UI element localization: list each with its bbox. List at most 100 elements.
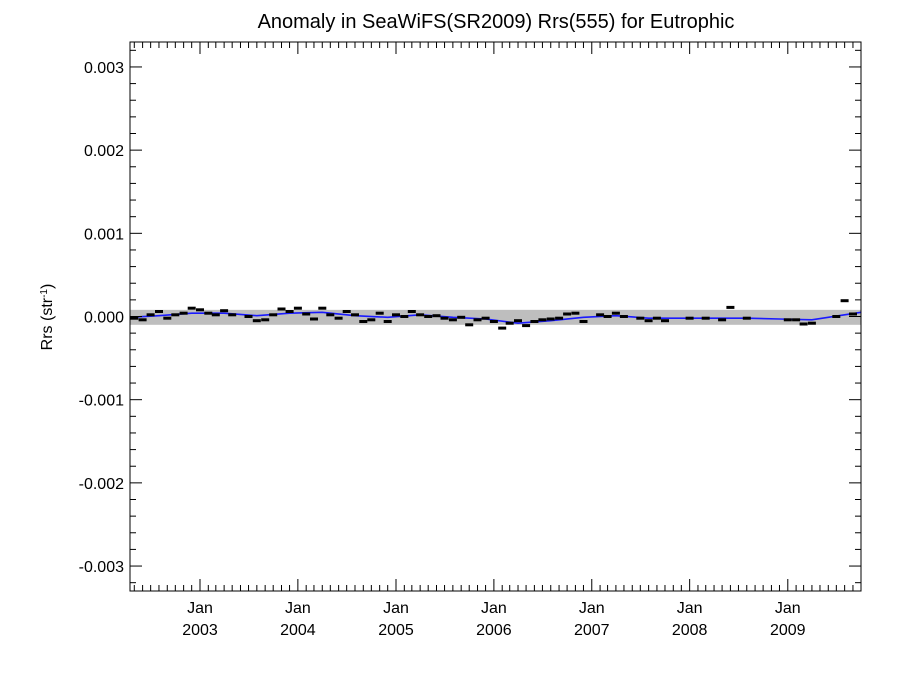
anomaly-marker (138, 318, 147, 322)
anomaly-marker (849, 312, 857, 316)
anomaly-marker (473, 318, 482, 322)
anomaly-marker (530, 320, 539, 323)
x-tick-label-year: 2004 (280, 622, 316, 639)
anomaly-marker (701, 316, 710, 320)
anomaly-marker (555, 316, 564, 320)
anomaly-marker (244, 315, 253, 318)
y-axis-label-text: Rrs (str (39, 297, 56, 350)
anomaly-marker (187, 306, 196, 310)
anomaly-marker (807, 321, 816, 325)
anomaly-marker (220, 309, 229, 313)
tick-label-layer: 0.003 0.002 0.001 0.000 -0.001 -0.002 -0.003 Ja… (79, 60, 806, 639)
anomaly-marker (652, 316, 661, 320)
anomaly-marker (571, 311, 580, 315)
anomaly-marker (269, 313, 278, 317)
anomaly-marker (685, 316, 694, 320)
anomaly-marker (204, 311, 213, 315)
anomaly-marker (310, 317, 318, 321)
uncertainty-band-layer (130, 309, 861, 325)
anomaly-marker (489, 320, 498, 323)
y-axis-label-superscript: -1 (39, 289, 50, 298)
y-tick-label: 0.000 (84, 310, 124, 327)
anomaly-marker (832, 315, 841, 318)
chart-title: Anomaly in SeaWiFS(SR2009) Rrs(555) for … (258, 11, 735, 33)
anomaly-marker (163, 316, 172, 320)
anomaly-marker (546, 317, 555, 321)
anomaly-marker (432, 314, 441, 318)
anomaly-marker (840, 299, 849, 303)
anomaly-marker (742, 316, 751, 320)
anomaly-marker (407, 310, 416, 313)
y-tick-label: 0.001 (84, 226, 124, 243)
anomaly-marker (130, 316, 139, 320)
x-tick-label-month: Jan (187, 600, 213, 617)
x-tick-label-year: 2007 (574, 622, 610, 639)
anomaly-marker (465, 323, 474, 327)
anomaly-marker (661, 319, 669, 323)
anomaly-marker (424, 315, 433, 318)
anomaly-marker (277, 307, 286, 311)
anomaly-marker (252, 319, 261, 323)
anomaly-marker (783, 318, 792, 322)
anomaly-marker (179, 311, 188, 315)
anomaly-marker (644, 319, 653, 323)
anomaly-marker (392, 313, 400, 317)
anomaly-marker (448, 318, 457, 322)
anomaly-marker (440, 316, 449, 320)
x-tick-label-year: 2009 (770, 622, 806, 639)
anomaly-marker (261, 318, 270, 322)
anomaly-marker (318, 306, 327, 310)
x-tick-label-year: 2005 (378, 622, 414, 639)
anomaly-marker (611, 311, 620, 315)
anomaly-marker (514, 319, 522, 323)
anomaly-marker (579, 320, 588, 323)
anomaly-marker (726, 305, 735, 309)
y-axis-label: Rrs (str-1) (39, 284, 57, 351)
anomaly-marker (302, 312, 311, 316)
anomaly-marker (334, 316, 343, 320)
anomaly-marker-layer (130, 299, 857, 330)
anomaly-marker (538, 318, 547, 322)
x-tick-label-month: Jan (285, 600, 311, 617)
anomaly-marker (596, 313, 605, 317)
anomaly-marker (211, 313, 220, 317)
anomaly-marker (505, 321, 514, 325)
y-tick-label: 0.003 (84, 60, 124, 77)
anomaly-marker (603, 315, 612, 318)
y-tick-label: 0.002 (84, 143, 124, 160)
anomaly-marker (375, 311, 384, 315)
anomaly-marker (457, 315, 466, 319)
y-tick-label: -0.003 (79, 559, 124, 576)
anomaly-marker (400, 315, 409, 318)
x-tick-label-year: 2003 (182, 622, 218, 639)
x-tick-label-month: Jan (775, 600, 801, 617)
anomaly-marker (146, 313, 155, 317)
x-tick-label-month: Jan (481, 600, 507, 617)
anomaly-marker (326, 313, 335, 317)
anomaly-marker (718, 318, 727, 322)
axes-layer (129, 41, 862, 592)
uncertainty-band (130, 309, 861, 325)
anomaly-marker (228, 313, 237, 317)
x-tick-label-month: Jan (677, 600, 703, 617)
anomaly-marker (619, 315, 628, 318)
anomaly-marker (563, 312, 572, 316)
anomaly-marker (196, 308, 204, 312)
anomaly-marker (285, 310, 294, 313)
anomaly-marker (342, 310, 351, 313)
y-tick-label: -0.002 (79, 476, 124, 493)
anomaly-marker (351, 313, 359, 317)
anomaly-marker (416, 313, 425, 317)
anomaly-marker (155, 310, 163, 313)
anomaly-marker (636, 316, 645, 320)
anomaly-marker (522, 324, 531, 328)
y-axis-label-close: ) (39, 284, 56, 289)
x-tick-label-year: 2008 (672, 622, 708, 639)
anomaly-marker (367, 318, 376, 322)
anomaly-marker (481, 316, 490, 320)
x-tick-label-month: Jan (383, 600, 409, 617)
anomaly-marker (171, 313, 180, 317)
y-tick-label: -0.001 (79, 393, 124, 410)
anomaly-marker (792, 318, 801, 322)
